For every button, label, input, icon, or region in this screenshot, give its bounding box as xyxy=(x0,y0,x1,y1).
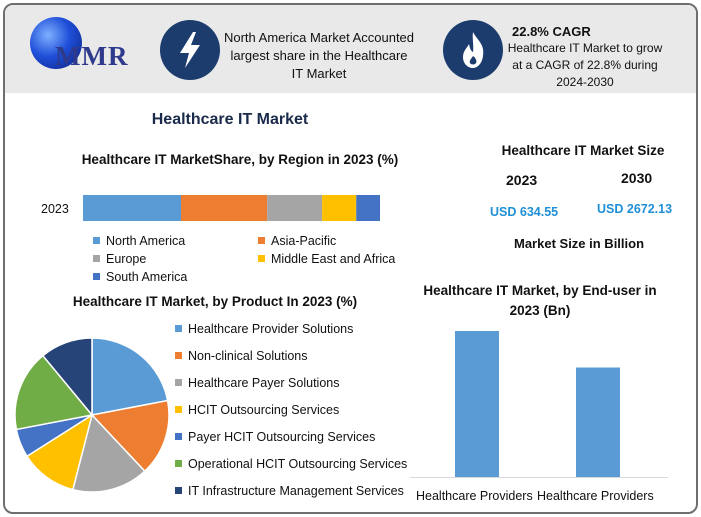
infographic-frame: MMR North America Market Accounted large… xyxy=(3,3,698,514)
region-legend-item: Asia-Pacific xyxy=(258,233,336,249)
region-chart-title: Healthcare IT MarketShare, by Region in … xyxy=(81,152,399,167)
product-legend-label: Operational HCIT Outsourcing Services xyxy=(188,457,408,471)
product-legend-item: Healthcare Payer Solutions xyxy=(175,375,339,391)
product-legend-label: HCIT Outsourcing Services xyxy=(188,403,340,417)
region-legend-item: South America xyxy=(93,269,187,285)
product-legend-item: Operational HCIT Outsourcing Services xyxy=(175,456,407,472)
market-size-year-2023: 2023 xyxy=(506,172,538,188)
product-legend-item: Payer HCIT Outsourcing Services xyxy=(175,429,375,445)
region-legend-label: South America xyxy=(106,270,188,284)
market-size-note: Market Size in Billion xyxy=(514,236,645,251)
region-bar-segment-2 xyxy=(267,195,323,221)
pie-slice-1 xyxy=(90,399,170,473)
region-legend-label: Asia-Pacific xyxy=(271,234,337,248)
region-category-label: 2023 xyxy=(41,202,69,216)
region-bar-segment-0 xyxy=(83,195,182,221)
product-legend-label: IT Infrastructure Management Services xyxy=(188,484,404,498)
product-legend-item: Healthcare Provider Solutions xyxy=(175,321,353,337)
mmr-logo: MMR xyxy=(25,15,155,77)
region-bar-segment-1 xyxy=(181,195,268,221)
enduser-x-label: Healthcare Providers xyxy=(537,489,654,503)
market-size-value-2030: USD 2672.13 xyxy=(597,202,673,216)
region-bar-segment-4 xyxy=(356,195,380,221)
legend-swatch xyxy=(175,352,182,359)
region-legend-label: North America xyxy=(106,234,186,248)
region-bar-chart: 2023 xyxy=(41,195,380,221)
market-size-title: Healthcare IT Market Size xyxy=(501,143,665,158)
market-size-year-2030: 2030 xyxy=(621,170,653,186)
region-legend-label: Middle East and Africa xyxy=(271,252,396,266)
enduser-chart-title: Healthcare IT Market, by End-user in 202… xyxy=(423,283,657,318)
pie-slice-0 xyxy=(91,337,169,416)
region-bar-segment-3 xyxy=(322,195,357,221)
region-legend-label: Europe xyxy=(106,252,147,266)
pie-slice-6 xyxy=(41,337,93,418)
region-legend-item: North America xyxy=(93,233,185,249)
product-chart-title: Healthcare IT Market, by Product In 2023… xyxy=(72,294,358,309)
enduser-bar-0 xyxy=(455,331,499,477)
market-size-value-2023: USD 634.55 xyxy=(490,205,559,219)
main-title: Healthcare IT Market xyxy=(151,111,309,128)
cagr-text: Healthcare IT Market to grow at a CAGR o… xyxy=(507,41,663,89)
legend-swatch xyxy=(175,460,182,467)
cagr-block: 22.8% CAGR Healthcare IT Market to grow … xyxy=(502,23,668,91)
product-legend-label: Healthcare Provider Solutions xyxy=(188,322,354,336)
product-legend-item: IT Infrastructure Management Services xyxy=(175,483,404,499)
legend-swatch xyxy=(175,325,182,332)
header-band: MMR North America Market Accounted large… xyxy=(5,5,696,93)
legend-swatch xyxy=(258,237,265,244)
product-legend-label: Payer HCIT Outsourcing Services xyxy=(188,430,376,444)
product-legend-label: Non-clinical Solutions xyxy=(188,349,308,363)
product-legend-item: HCIT Outsourcing Services xyxy=(175,402,339,418)
product-legend-item: Non-clinical Solutions xyxy=(175,348,308,364)
legend-swatch xyxy=(175,487,182,494)
legend-swatch xyxy=(258,255,265,262)
north-america-text: North America Market Accounted largest s… xyxy=(223,30,415,81)
region-legend-item: Europe xyxy=(93,251,146,267)
legend-swatch xyxy=(175,433,182,440)
enduser-bar-chart xyxy=(410,331,668,478)
legend-swatch xyxy=(93,237,100,244)
lightning-icon xyxy=(160,20,220,80)
legend-swatch xyxy=(175,406,182,413)
product-pie-chart xyxy=(14,337,170,493)
enduser-bar-1 xyxy=(576,367,620,477)
region-legend-item: Middle East and Africa xyxy=(258,251,395,267)
enduser-x-label: Healthcare Providers xyxy=(416,489,533,503)
product-legend-label: Healthcare Payer Solutions xyxy=(188,376,340,390)
logo-text: MMR xyxy=(55,41,129,71)
legend-swatch xyxy=(93,255,100,262)
pie-slice-2 xyxy=(71,413,146,493)
legend-swatch xyxy=(93,273,100,280)
cagr-title: 22.8% CAGR xyxy=(512,24,591,39)
flame-icon xyxy=(443,20,503,80)
legend-swatch xyxy=(175,379,182,386)
globe-icon xyxy=(30,17,82,69)
pie-slice-5 xyxy=(14,354,94,431)
